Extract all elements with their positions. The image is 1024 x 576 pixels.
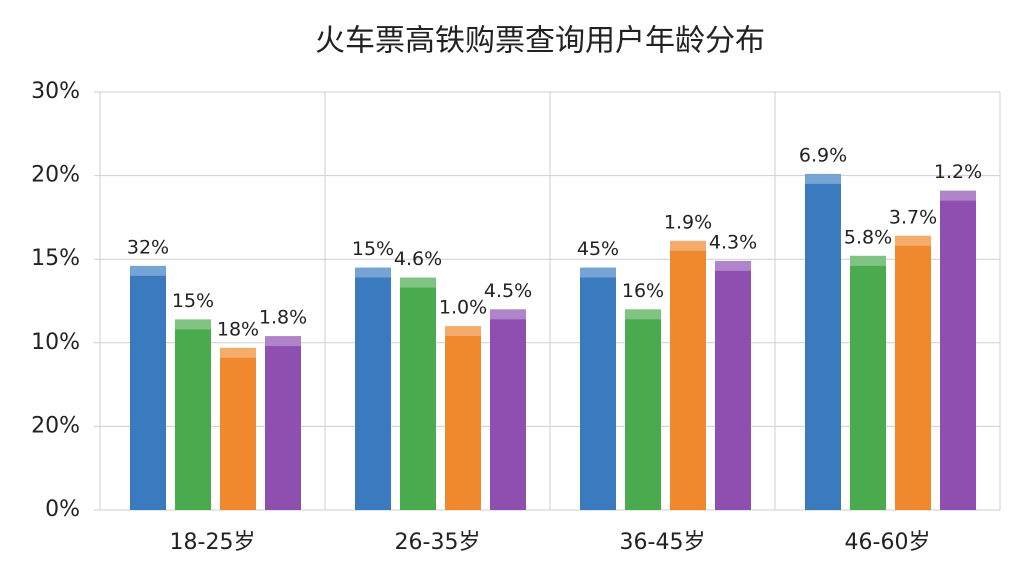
bar-body <box>220 347 256 510</box>
bar-highlight <box>355 267 391 278</box>
bar-highlight <box>625 309 661 320</box>
bar <box>715 260 751 510</box>
data-label: 4.5% <box>484 280 532 302</box>
y-tick-label: 20% <box>31 413 80 438</box>
bar-highlight <box>400 277 436 288</box>
chart-title: 火车票高铁购票查询用户年龄分布 <box>315 24 765 59</box>
data-label: 1.0% <box>439 297 487 319</box>
bar-body <box>850 255 886 510</box>
data-label: 1.9% <box>664 211 712 233</box>
bar <box>850 255 886 510</box>
bar <box>580 267 616 510</box>
x-tick-label: 18-25岁 <box>170 530 256 555</box>
bar-highlight <box>715 260 751 271</box>
bar-highlight <box>940 190 976 201</box>
bar-body <box>895 235 931 511</box>
data-label: 1.2% <box>934 161 982 183</box>
bar-highlight <box>490 309 526 320</box>
bar-body <box>265 336 301 510</box>
bar <box>445 326 481 510</box>
bar <box>490 309 526 510</box>
data-label: 4.6% <box>394 248 442 270</box>
bar <box>625 309 661 510</box>
bar-body <box>400 277 436 510</box>
data-label: 4.3% <box>709 231 757 253</box>
bar-body <box>445 326 481 510</box>
bar-body <box>175 319 211 510</box>
data-label: 15% <box>352 238 394 260</box>
y-tick-label: 15% <box>31 246 80 271</box>
bar <box>175 319 211 510</box>
bar-body <box>490 309 526 510</box>
data-label: 18% <box>217 318 259 340</box>
bar-highlight <box>445 326 481 337</box>
bar-body <box>940 190 976 510</box>
bar-highlight <box>895 235 931 246</box>
bar <box>670 240 706 511</box>
bar-highlight <box>850 255 886 266</box>
x-tick-label: 46-60岁 <box>845 530 931 555</box>
bar <box>940 190 976 510</box>
bar-body <box>625 309 661 510</box>
data-label: 3.7% <box>889 206 937 228</box>
bar-highlight <box>805 173 841 184</box>
data-label: 5.8% <box>844 226 892 248</box>
bar-highlight <box>220 347 256 358</box>
y-tick-label: 0% <box>45 497 80 522</box>
data-label: 6.9% <box>799 144 847 166</box>
bar-highlight <box>175 319 211 330</box>
bar-highlight <box>670 240 706 251</box>
x-tick-label: 36-45岁 <box>620 530 706 555</box>
bar-body <box>670 240 706 511</box>
data-label: 45% <box>577 238 619 260</box>
data-label: 15% <box>172 290 214 312</box>
bar <box>805 173 841 511</box>
data-label: 32% <box>127 236 169 258</box>
bar-body <box>580 267 616 510</box>
bar-body <box>130 265 166 510</box>
bar <box>265 336 301 510</box>
bar-body <box>805 173 841 511</box>
bar <box>400 277 436 510</box>
x-tick-label: 26-35岁 <box>395 530 481 555</box>
y-tick-label: 10% <box>31 330 80 355</box>
bar-highlight <box>580 267 616 278</box>
bar-highlight <box>265 336 301 347</box>
data-label: 16% <box>622 280 664 302</box>
bar <box>895 235 931 511</box>
bar-body <box>355 267 391 510</box>
bar <box>355 267 391 510</box>
bar-highlight <box>130 265 166 276</box>
bar <box>220 347 256 510</box>
y-tick-label: 20% <box>31 163 80 188</box>
y-tick-label: 30% <box>31 79 80 104</box>
data-label: 1.8% <box>259 307 307 329</box>
bar-body <box>715 260 751 510</box>
bar <box>130 265 166 510</box>
